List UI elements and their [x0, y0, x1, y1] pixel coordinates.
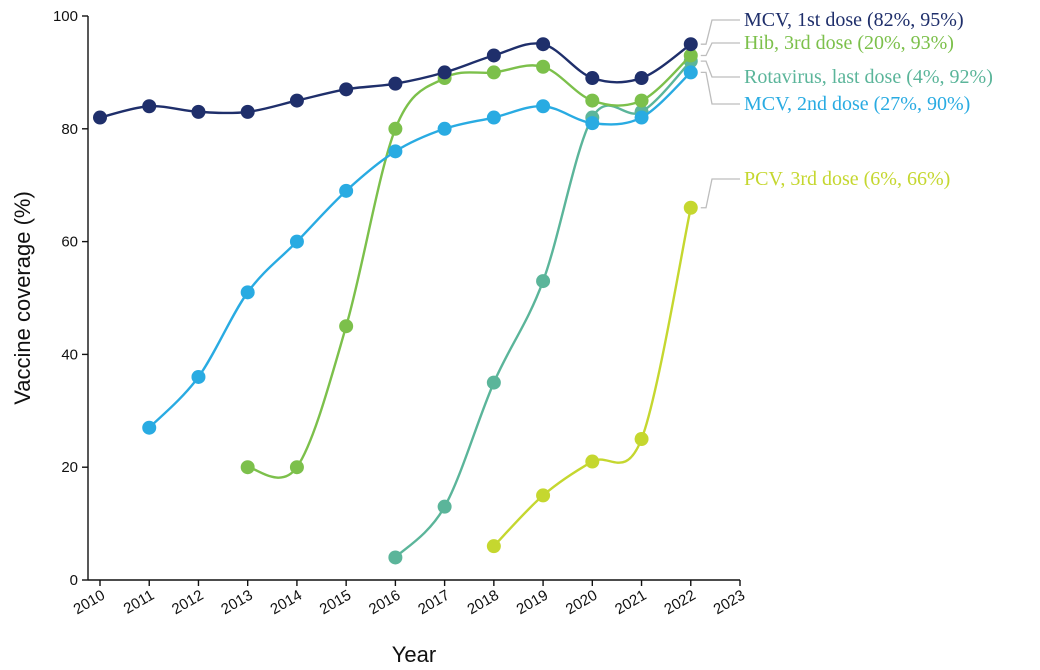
leader-line-mcv2 — [700, 71, 740, 105]
data-point-mcv1 — [585, 71, 600, 86]
leader-line-pcv3 — [700, 178, 740, 209]
data-point-mcv2 — [585, 116, 600, 131]
x-tick-label: 2016 — [366, 587, 403, 618]
data-point-hib3 — [683, 48, 698, 63]
x-tick-label: 2012 — [169, 587, 206, 618]
data-point-mcv2 — [683, 65, 698, 80]
data-point-hib3 — [536, 59, 551, 74]
x-tick-label: 2017 — [415, 587, 452, 618]
leader-line-hib3 — [700, 42, 740, 57]
data-point-mcv1 — [93, 110, 107, 125]
legend-label-mcv2: MCV, 2nd dose (27%, 90%) — [744, 93, 970, 115]
legend-label-mcv1: MCV, 1st dose (82%, 95%) — [744, 9, 964, 31]
y-tick-label: 40 — [61, 346, 78, 363]
x-tick-label: 2019 — [514, 587, 551, 618]
data-point-mcv1 — [437, 65, 452, 80]
x-tick-label: 2020 — [563, 587, 600, 618]
data-point-mcv2 — [289, 234, 304, 249]
data-point-mcv1 — [634, 71, 649, 86]
data-point-mcv2 — [536, 99, 551, 114]
data-point-mcv1 — [486, 48, 501, 63]
data-point-mcv1 — [191, 104, 206, 119]
legend-label-rota: Rotavirus, last dose (4%, 92%) — [744, 66, 993, 88]
series-line-pcv3 — [492, 207, 692, 547]
data-point-mcv2 — [634, 110, 649, 125]
data-point-hib3 — [240, 460, 255, 475]
data-point-hib3 — [339, 319, 354, 334]
x-tick-label: 2010 — [71, 587, 108, 618]
data-point-mcv1 — [388, 76, 403, 91]
y-tick-label: 0 — [70, 572, 78, 589]
data-point-mcv2 — [388, 144, 403, 159]
series-hib3 — [240, 48, 698, 479]
data-point-mcv1 — [289, 93, 304, 108]
y-ticks: 0 20 40 60 80 100 — [53, 8, 88, 589]
y-tick-label: 60 — [61, 234, 78, 251]
data-point-pcv3 — [486, 539, 501, 554]
legend-label-hib3: Hib, 3rd dose (20%, 93%) — [744, 32, 954, 54]
x-tick-label: 2022 — [661, 587, 698, 618]
x-tick-label: 2021 — [612, 587, 649, 618]
data-point-pcv3 — [585, 454, 600, 469]
data-point-hib3 — [486, 65, 501, 80]
data-point-mcv2 — [240, 285, 255, 300]
legend-label-pcv3: PCV, 3rd dose (6%, 66%) — [744, 168, 950, 190]
series-group — [93, 37, 698, 565]
data-point-mcv2 — [437, 121, 452, 136]
data-point-mcv1 — [536, 37, 551, 52]
data-point-pcv3 — [634, 432, 649, 446]
data-point-mcv2 — [142, 420, 157, 435]
series-line-hib3 — [247, 54, 692, 479]
x-axis-title: Year — [392, 642, 436, 667]
data-point-mcv1 — [142, 99, 157, 114]
series-pcv3 — [486, 200, 698, 554]
series-mcv2 — [142, 65, 698, 435]
data-point-rota — [536, 274, 551, 289]
data-point-hib3 — [634, 93, 649, 108]
legend: MCV, 1st dose (82%, 95%)Hib, 3rd dose (2… — [744, 9, 993, 190]
x-tick-label: 2013 — [218, 587, 255, 618]
x-tick-label: 2023 — [711, 587, 748, 618]
leader-line-mcv1 — [700, 19, 740, 45]
data-point-mcv2 — [486, 110, 501, 125]
x-tick-label: 2015 — [317, 587, 354, 618]
series-mcv1 — [93, 37, 698, 125]
series-rota — [388, 54, 698, 565]
data-point-hib3 — [289, 460, 304, 475]
x-tick-label: 2011 — [121, 587, 157, 618]
series-line-mcv2 — [148, 71, 692, 429]
data-point-mcv2 — [339, 183, 354, 198]
x-ticks: 2010 2011 2012 2013 2014 2015 2016 2017 2018 2019… — [71, 580, 748, 618]
leader-line-rota — [700, 60, 740, 78]
data-point-mcv2 — [191, 369, 206, 384]
y-tick-label: 80 — [61, 121, 78, 138]
y-axis-title: Vaccine coverage (%) — [10, 191, 35, 405]
data-point-hib3 — [388, 121, 403, 136]
data-point-pcv3 — [536, 488, 551, 503]
data-point-mcv1 — [240, 104, 255, 119]
legend-leaders — [700, 19, 740, 209]
x-tick-label: 2014 — [268, 587, 305, 618]
data-point-rota — [388, 550, 403, 565]
data-point-mcv1 — [339, 82, 354, 97]
y-tick-label: 100 — [53, 8, 78, 25]
data-point-pcv3 — [683, 200, 698, 215]
y-tick-label: 20 — [61, 459, 78, 476]
axes — [87, 16, 740, 581]
data-point-rota — [486, 375, 501, 390]
series-line-rota — [394, 60, 692, 559]
data-point-mcv1 — [683, 37, 698, 52]
data-point-hib3 — [585, 93, 600, 108]
data-point-rota — [437, 499, 452, 514]
x-tick-label: 2018 — [464, 587, 501, 618]
